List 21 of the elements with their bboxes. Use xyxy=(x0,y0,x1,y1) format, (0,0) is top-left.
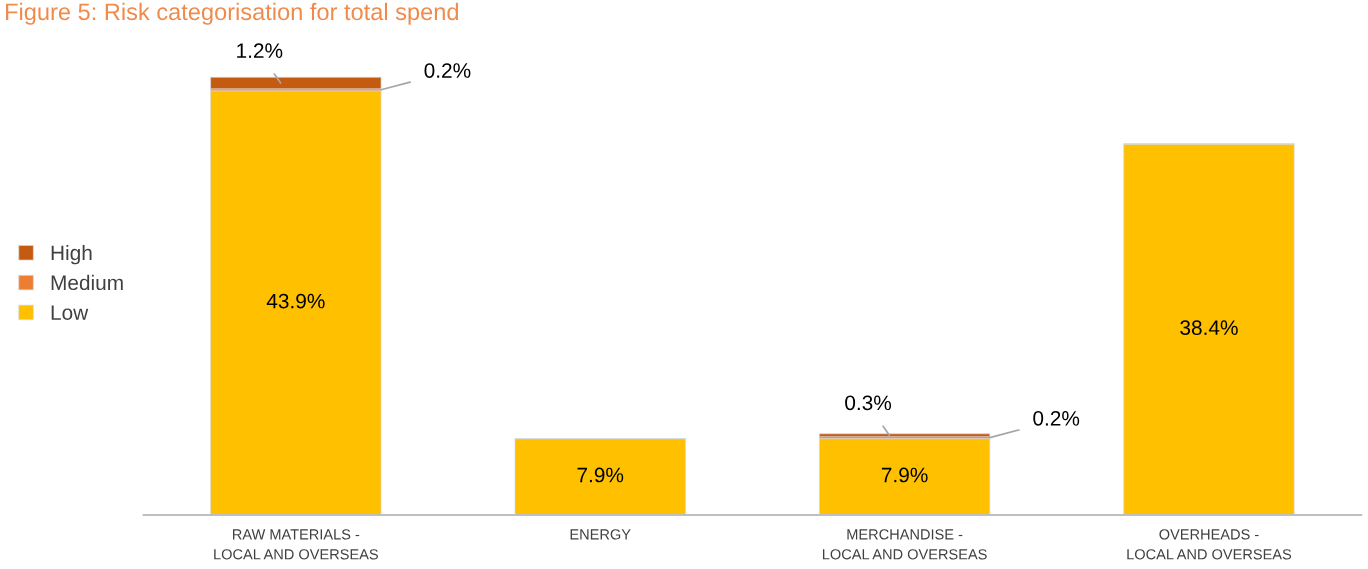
bar xyxy=(210,76,382,90)
x-tick-label: MERCHANDISE - LOCAL AND OVERSEAS xyxy=(822,529,987,560)
chart-title: Figure 5: Risk categorisation for total spend xyxy=(6,2,458,25)
x-tick-label: OVERHEADS - LOCAL AND OVERSEAS xyxy=(1127,529,1292,560)
data-label: 7.9% xyxy=(881,467,928,483)
legend-label: High xyxy=(51,244,92,265)
data-label: 43.9% xyxy=(266,293,325,309)
x-tick-label: RAW MATERIALS - LOCAL AND OVERSEAS xyxy=(214,529,378,560)
bar xyxy=(1123,143,1295,515)
x-tick-label: ENERGY xyxy=(570,529,631,540)
data-label: 1.2% xyxy=(237,43,283,58)
bar xyxy=(210,90,382,515)
data-label: 7.9% xyxy=(577,467,624,483)
data-label: 38.4% xyxy=(1180,320,1238,336)
legend-label: Low xyxy=(51,305,89,320)
data-label: 0.3% xyxy=(845,395,892,411)
bar xyxy=(514,438,686,515)
legend-label: Medium xyxy=(51,274,123,291)
data-label: 0.2% xyxy=(1033,410,1080,426)
bar xyxy=(819,438,991,515)
data-label: 0.2% xyxy=(424,63,471,78)
